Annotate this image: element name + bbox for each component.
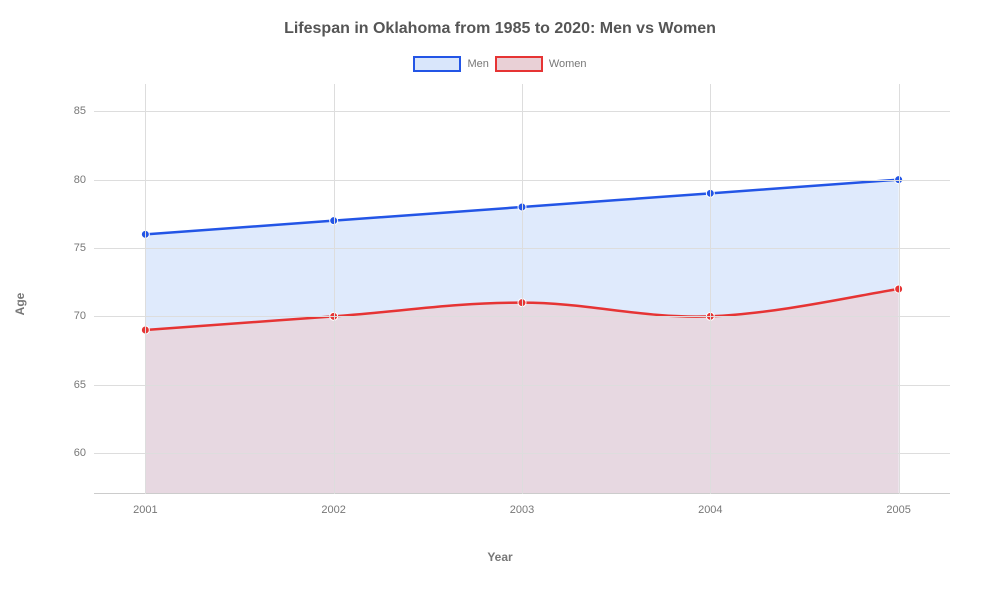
gridline-vertical (899, 84, 900, 494)
x-tick-label: 2003 (510, 504, 534, 516)
x-axis-label: Year (30, 550, 970, 564)
legend-swatch-men (413, 56, 461, 72)
legend-label-men: Men (467, 58, 488, 70)
legend-swatch-women (495, 56, 543, 72)
chart-title: Lifespan in Oklahoma from 1985 to 2020: … (30, 20, 970, 38)
gridline-vertical (334, 84, 335, 494)
plot-region: 60657075808520012002200320042005 (94, 84, 950, 494)
legend: Men Women (30, 56, 970, 72)
x-tick-label: 2004 (698, 504, 722, 516)
x-tick-label: 2002 (321, 504, 345, 516)
y-tick-label: 60 (74, 447, 86, 459)
x-tick-label: 2001 (133, 504, 157, 516)
legend-item-women[interactable]: Women (495, 56, 587, 72)
legend-item-men[interactable]: Men (413, 56, 488, 72)
gridline-vertical (522, 84, 523, 494)
gridline-vertical (710, 84, 711, 494)
y-tick-label: 70 (74, 310, 86, 322)
legend-label-women: Women (549, 58, 587, 70)
plot-area: Age 60657075808520012002200320042005 (30, 84, 970, 524)
x-tick-label: 2005 (886, 504, 910, 516)
y-tick-label: 65 (74, 379, 86, 391)
y-tick-label: 75 (74, 242, 86, 254)
y-tick-label: 85 (74, 105, 86, 117)
gridline-vertical (145, 84, 146, 494)
y-tick-label: 80 (74, 174, 86, 186)
chart-container: Lifespan in Oklahoma from 1985 to 2020: … (0, 0, 1000, 600)
y-axis-label: Age (13, 293, 27, 316)
